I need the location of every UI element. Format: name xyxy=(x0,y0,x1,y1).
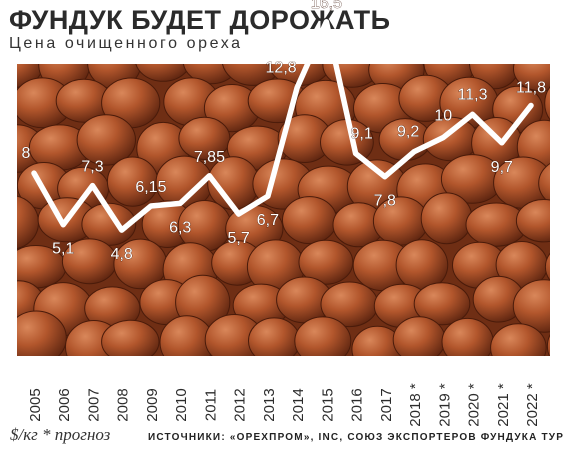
x-tick-label: 2013 xyxy=(261,388,278,421)
hazelnut-texture xyxy=(441,317,494,356)
unit-note: $/кг * прогноз xyxy=(10,425,111,444)
data-label: 16,5 xyxy=(311,0,342,12)
x-tick-label: 2010 xyxy=(173,388,190,421)
data-label: 9,2 xyxy=(397,124,419,141)
data-label: 8 xyxy=(22,145,31,162)
data-point xyxy=(61,222,66,227)
data-point xyxy=(411,149,417,154)
data-point xyxy=(236,211,241,217)
x-tick-label: 2014 xyxy=(290,388,307,421)
price-line xyxy=(31,19,534,233)
hazelnut-texture xyxy=(298,239,354,285)
data-point xyxy=(382,174,387,179)
data-label: 11,3 xyxy=(458,86,488,103)
data-label: 6,3 xyxy=(169,219,191,236)
hazelnut-texture xyxy=(513,64,550,92)
data-point xyxy=(294,85,300,90)
hazelnut-texture xyxy=(413,282,471,326)
hazelnut-texture xyxy=(282,196,338,245)
data-point xyxy=(324,19,329,24)
hazelnut-texture xyxy=(512,279,550,333)
hazelnut-texture xyxy=(515,199,550,243)
data-label: 6,15 xyxy=(135,179,166,196)
hazelnut-texture xyxy=(544,86,550,121)
hazelnut-texture xyxy=(222,64,283,86)
x-tick-label: 2019 * xyxy=(436,383,453,427)
data-label: 7,8 xyxy=(374,193,396,210)
x-tick-label: 2006 xyxy=(56,388,73,421)
x-tick-label: 2008 xyxy=(115,388,132,421)
hazelnut-texture xyxy=(76,114,137,166)
data-label: 12,8 xyxy=(266,60,297,77)
x-tick-label: 2018 * xyxy=(407,383,424,427)
hazelnut-texture xyxy=(544,252,550,281)
data-point xyxy=(441,135,446,140)
data-point xyxy=(265,194,271,199)
data-point xyxy=(148,203,154,209)
data-point xyxy=(528,103,534,108)
hazelnut-texture xyxy=(248,317,301,356)
data-label: 6,7 xyxy=(257,212,279,229)
data-label: 4,8 xyxy=(111,246,133,263)
data-point xyxy=(499,140,504,145)
x-tick-label: 2016 xyxy=(349,388,366,421)
source-note: ИСТОЧНИКИ: «ОРЕХПРОМ», INC, СОЮЗ ЭКСПОРТ… xyxy=(148,432,564,443)
data-label: 11,8 xyxy=(516,80,546,97)
data-label: 7,85 xyxy=(194,149,225,166)
x-tick-label: 2012 xyxy=(232,388,249,421)
hazelnut-texture xyxy=(294,316,352,356)
x-tick-label: 2009 xyxy=(144,388,161,421)
hazelnut-texture xyxy=(101,319,160,356)
x-tick-label: 2015 xyxy=(319,388,336,421)
hazelnut-texture xyxy=(392,316,446,356)
hazelnut-texture xyxy=(17,310,67,356)
x-tick-label: 2022 * xyxy=(524,383,541,427)
data-point xyxy=(353,151,358,156)
data-point xyxy=(90,183,95,188)
data-label: 9,1 xyxy=(350,126,372,143)
x-tick-label: 2011 xyxy=(202,389,219,421)
hazelnut-texture xyxy=(546,334,550,356)
data-point xyxy=(119,227,124,233)
hazelnut-photo-background xyxy=(17,64,550,356)
x-tick-label: 2021 * xyxy=(495,383,512,427)
x-tick-label: 2007 xyxy=(86,388,103,421)
hazelnut-texture xyxy=(420,192,473,245)
data-point xyxy=(31,170,37,176)
hazelnut-texture xyxy=(490,323,547,356)
data-label: 5,7 xyxy=(227,230,249,247)
data-label: 5,1 xyxy=(52,241,74,258)
data-point xyxy=(470,112,475,117)
data-point xyxy=(207,173,212,178)
x-tick-label: 2017 xyxy=(378,388,395,421)
hazelnut-texture xyxy=(538,162,550,204)
hazelnut-texture xyxy=(135,64,191,82)
data-point xyxy=(178,201,183,206)
data-label: 7,3 xyxy=(81,159,103,176)
data-label: 9,7 xyxy=(491,159,513,176)
chart-subtitle: Цена очищенного ореха xyxy=(9,35,243,52)
x-tick-label: 2005 xyxy=(27,388,44,421)
x-tick-label: 2020 * xyxy=(466,383,483,427)
data-label: 10 xyxy=(434,108,452,125)
